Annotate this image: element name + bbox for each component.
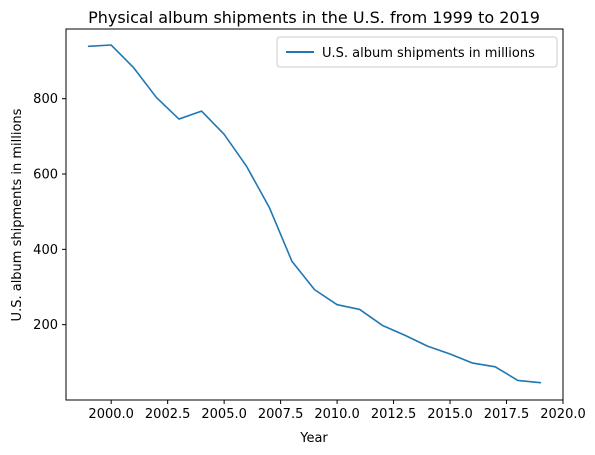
data-point — [540, 382, 542, 384]
x-tick-label: 2020.0 — [540, 407, 586, 422]
y-axis: 200 400 600 800 — [33, 92, 66, 333]
data-point — [517, 380, 519, 382]
x-tick-label: 2005.0 — [201, 407, 247, 422]
data-point — [381, 325, 383, 327]
data-point — [133, 67, 135, 69]
x-tick-label: 2015.0 — [427, 407, 473, 422]
y-tick-label: 400 — [33, 243, 58, 258]
x-tick-label: 2002.5 — [145, 407, 191, 422]
chart-title: Physical album shipments in the U.S. fro… — [88, 8, 540, 27]
data-point — [223, 134, 225, 136]
data-point — [88, 46, 90, 48]
data-point — [201, 110, 203, 112]
data-point — [449, 353, 451, 355]
data-point — [427, 345, 429, 347]
series-line-0 — [87, 44, 542, 384]
x-tick-label: 2007.5 — [258, 407, 304, 422]
data-point — [178, 118, 180, 120]
data-point — [472, 362, 474, 364]
data-point — [156, 97, 158, 99]
x-axis: 2000.0 2002.5 2005.0 2007.5 2010.0 2012.5 2015… — [88, 400, 586, 422]
x-tick-label: 2017.5 — [484, 407, 530, 422]
series-group — [87, 44, 542, 384]
y-axis-label: U.S. album shipments in millions — [10, 108, 25, 321]
legend-box — [276, 36, 558, 68]
data-point — [291, 260, 293, 262]
y-tick-label: 800 — [33, 92, 58, 107]
data-point — [246, 166, 248, 168]
data-point — [314, 289, 316, 291]
x-axis-label: Year — [299, 431, 328, 446]
data-point — [336, 304, 338, 306]
plot-area-frame — [65, 28, 564, 401]
y-tick-label: 600 — [33, 168, 58, 183]
y-tick-label: 200 — [33, 318, 58, 333]
legend: U.S. album shipments in millions — [276, 36, 558, 68]
data-point — [269, 207, 271, 209]
x-tick-label: 2010.0 — [314, 407, 360, 422]
data-point — [110, 44, 112, 46]
x-tick-label: 2000.0 — [88, 407, 134, 422]
data-point — [359, 309, 361, 311]
legend-label: U.S. album shipments in millions — [322, 46, 535, 61]
data-point — [494, 366, 496, 368]
x-tick-label: 2012.5 — [371, 407, 417, 422]
data-point — [404, 334, 406, 336]
